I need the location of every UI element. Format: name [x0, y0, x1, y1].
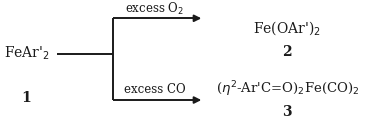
Text: FeAr'$_2$: FeAr'$_2$ [4, 45, 49, 62]
Text: excess O$_2$: excess O$_2$ [125, 0, 184, 17]
Text: 3: 3 [282, 105, 292, 119]
Text: 2: 2 [282, 46, 292, 59]
Text: ($\eta^2$-Ar'C=O)$_2$Fe(CO)$_2$: ($\eta^2$-Ar'C=O)$_2$Fe(CO)$_2$ [215, 79, 359, 99]
Text: excess CO: excess CO [124, 83, 186, 96]
Text: Fe(OAr')$_2$: Fe(OAr')$_2$ [253, 19, 321, 37]
Text: 1: 1 [22, 91, 31, 105]
